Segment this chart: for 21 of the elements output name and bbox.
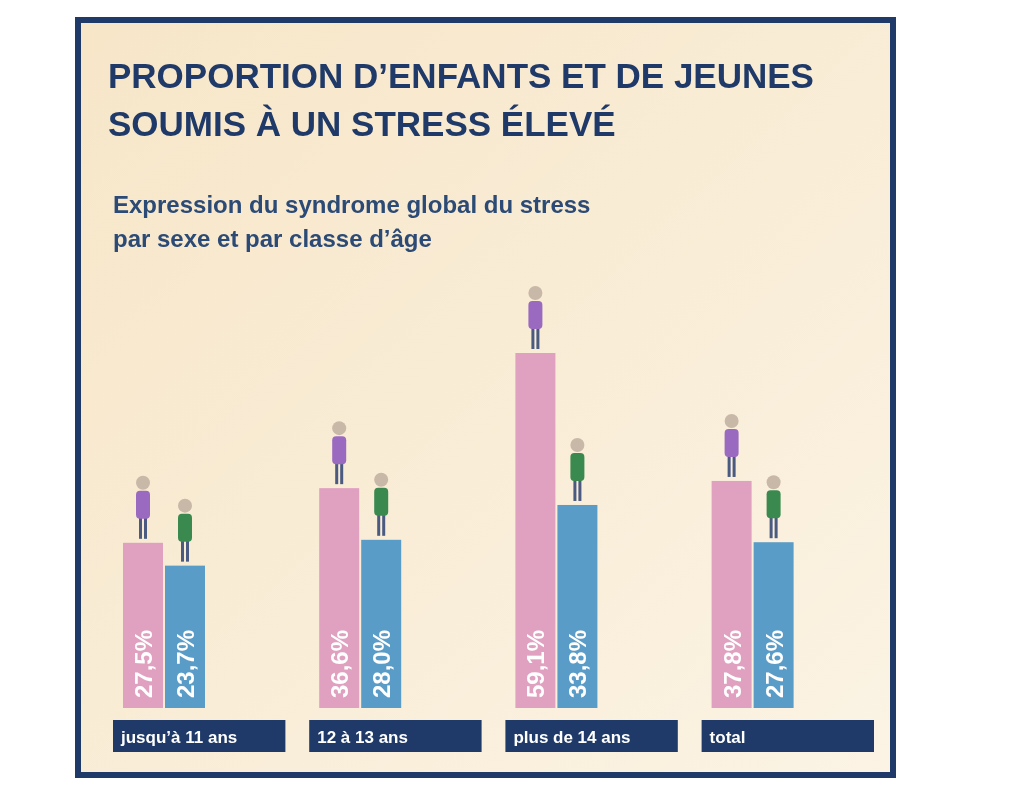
data-label: 59,1% xyxy=(522,629,550,698)
data-label: 27,5% xyxy=(130,629,157,698)
bar xyxy=(557,504,598,708)
data-label: 23,7% xyxy=(172,629,199,698)
bar xyxy=(123,542,163,708)
bar xyxy=(711,480,752,708)
x-tick-label: total xyxy=(709,728,746,747)
chart-title: PROPORTION D’ENFANTS ET DE JEUNES SOUMIS À UN STRESS ÉLEVÉ xyxy=(108,56,814,143)
chart-subtitle: Expression du syndrome global du stress par sexe et par classe d’âge xyxy=(113,191,591,252)
x-tick-label: jusqu’à 11 ans xyxy=(120,728,238,747)
bar xyxy=(515,353,556,708)
data-label: 36,6% xyxy=(326,629,354,698)
bar xyxy=(319,488,360,708)
data-label: 27,6% xyxy=(760,629,788,698)
x-tick-label: 12 à 13 ans xyxy=(317,728,408,747)
bar xyxy=(361,539,402,708)
data-label: 37,8% xyxy=(718,629,746,698)
bar xyxy=(753,542,794,708)
data-label: 33,8% xyxy=(564,629,592,698)
data-label: 28,0% xyxy=(368,629,396,698)
x-tick-label: plus de 14 ans xyxy=(513,728,631,747)
